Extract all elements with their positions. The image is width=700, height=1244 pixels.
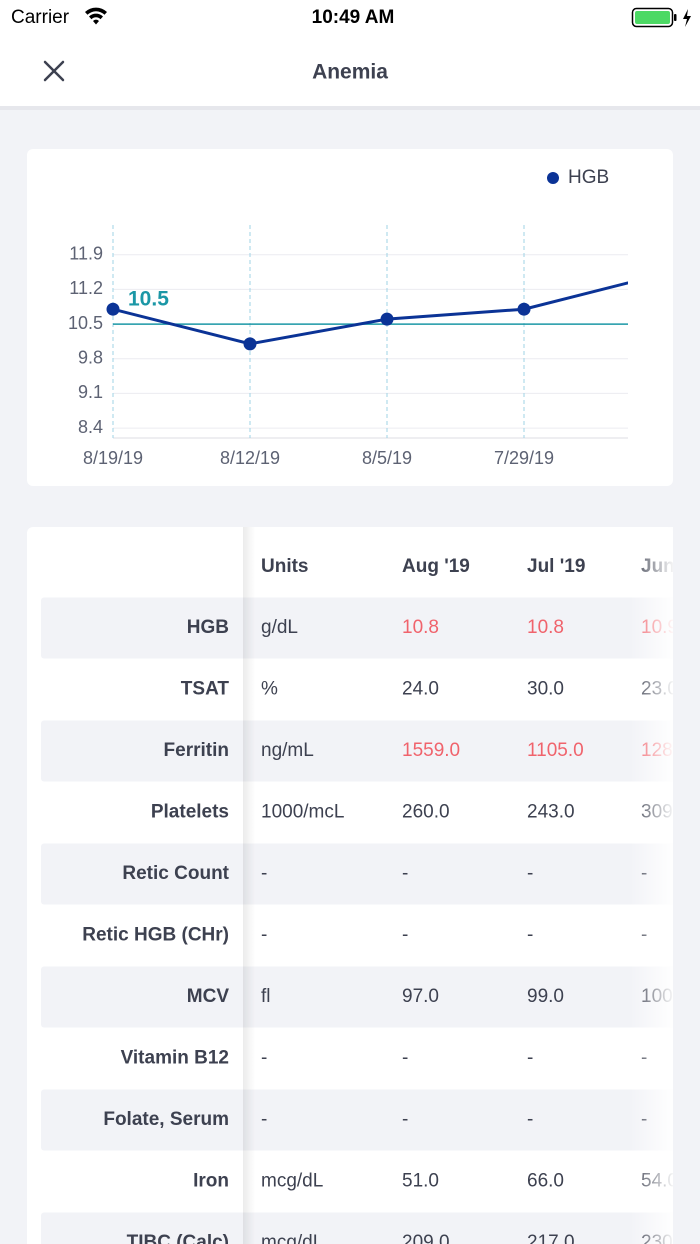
row-label: Iron <box>193 1171 229 1192</box>
table-cell: - <box>527 925 533 946</box>
y-tick-label: 8.4 <box>78 417 103 437</box>
data-point <box>106 302 120 316</box>
chart: 8.4 9.1 9.8 10.5 11.2 11.9 8/19/19 8/12/19 8/5/1… <box>68 167 628 468</box>
page-title: Anemia <box>312 61 388 84</box>
table-cell: 66.0 <box>527 1171 564 1192</box>
table-cell: - <box>402 1048 408 1069</box>
column-header: Units <box>261 556 309 577</box>
table-cell: - <box>402 863 408 884</box>
table-cell: mcg/dL <box>261 1232 323 1244</box>
table-cell: 1105.0 <box>527 740 584 761</box>
table-cell: - <box>261 1109 267 1130</box>
column-divider-shadow <box>243 527 255 1244</box>
table-cell: 99.0 <box>527 986 564 1007</box>
table-cell: g/dL <box>261 617 298 638</box>
table-cell: mcg/dL <box>261 1171 323 1192</box>
row-stripe <box>41 843 673 905</box>
x-tick-label: 7/29/19 <box>494 448 554 468</box>
carrier: Carrier <box>11 7 70 28</box>
row-label: Platelets <box>151 802 229 823</box>
table-cell: 97.0 <box>402 986 439 1007</box>
row-label: HGB <box>187 617 229 638</box>
table-cell: ng/mL <box>261 740 314 761</box>
data-point <box>243 337 257 351</box>
x-tick-label: 8/19/19 <box>83 448 143 468</box>
table-cell: 243.0 <box>527 802 575 823</box>
column-header: Jul '19 <box>527 556 585 577</box>
table-cell: - <box>261 1048 267 1069</box>
table-cell: - <box>261 925 267 946</box>
table-cell: - <box>527 1109 533 1130</box>
y-tick-label: 11.2 <box>69 278 103 298</box>
edge-fade <box>630 527 673 1244</box>
table-cell: 1559.0 <box>402 740 460 761</box>
table-cell: - <box>527 1048 533 1069</box>
table-cell: 209.0 <box>402 1232 450 1244</box>
y-tick-label: 10.5 <box>68 313 103 333</box>
row-label: Folate, Serum <box>103 1109 229 1130</box>
y-tick-label: 9.1 <box>78 382 103 402</box>
table-cell: 10.8 <box>527 617 564 638</box>
row-label: Retic HGB (CHr) <box>82 925 229 946</box>
close-button[interactable] <box>43 60 65 82</box>
row-stripe <box>41 1212 673 1244</box>
row-label: Ferritin <box>164 740 229 761</box>
column-header: Aug '19 <box>402 556 470 577</box>
legend-marker <box>547 172 559 184</box>
row-stripe <box>41 966 673 1028</box>
table-cell: 1000/mcL <box>261 802 344 823</box>
table-cell: - <box>402 1109 408 1130</box>
y-tick-label: 11.9 <box>69 243 103 263</box>
table-cell: - <box>402 925 408 946</box>
table-cell: 24.0 <box>402 679 439 700</box>
battery-icon <box>631 7 691 28</box>
chart-card <box>27 149 673 486</box>
row-label: TIBC (Calc) <box>127 1232 229 1244</box>
table-cell: 217.0 <box>527 1232 575 1244</box>
row-label: MCV <box>187 986 230 1007</box>
wifi-icon <box>85 7 107 25</box>
nav-shadow <box>0 106 700 110</box>
table-cell: - <box>261 863 267 884</box>
table-cell: fl <box>261 986 271 1007</box>
reference-label: 10.5 <box>128 288 169 311</box>
nav-bar <box>0 0 700 106</box>
plot-area <box>106 281 628 351</box>
row-stripe <box>41 597 673 659</box>
clock: 10:49 AM <box>312 7 395 28</box>
legend-label: HGB <box>568 167 609 188</box>
row-label: Retic Count <box>122 863 229 884</box>
table-cell: 10.8 <box>402 617 439 638</box>
table-cell: 260.0 <box>402 802 450 823</box>
data-point <box>380 312 394 326</box>
data-point <box>517 302 531 316</box>
x-tick-label: 8/5/19 <box>362 448 412 468</box>
row-stripe <box>41 1089 673 1151</box>
row-stripe <box>41 720 673 782</box>
y-tick-label: 9.8 <box>78 347 103 367</box>
table-cell: - <box>527 863 533 884</box>
table-cell: % <box>261 679 278 700</box>
table-cell: 30.0 <box>527 679 564 700</box>
table-cell: 51.0 <box>402 1171 439 1192</box>
row-label: TSAT <box>181 679 230 700</box>
x-tick-label: 8/12/19 <box>220 448 280 468</box>
row-label: Vitamin B12 <box>121 1048 229 1069</box>
